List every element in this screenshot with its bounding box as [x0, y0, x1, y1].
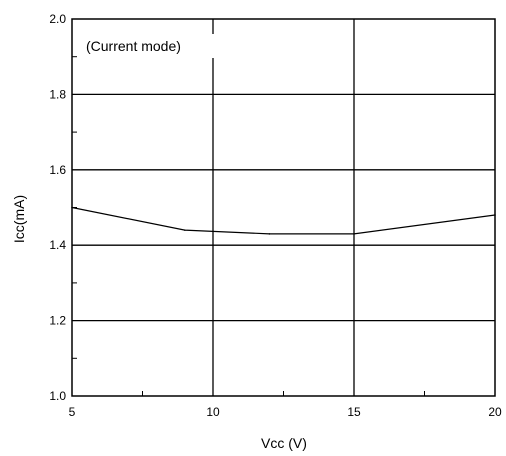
- data-point: [494, 214, 496, 216]
- x-tick-label: 15: [347, 405, 361, 419]
- x-tick-label: 10: [206, 405, 220, 419]
- data-point: [268, 233, 271, 235]
- annotation-background: [78, 34, 236, 58]
- x-tick-label: 20: [488, 405, 502, 419]
- data-point: [353, 233, 355, 235]
- y-tick-label: 1.4: [49, 238, 66, 252]
- x-tick-label: 5: [69, 405, 76, 419]
- y-axis-title: Icc(mA): [11, 195, 27, 243]
- series-points: [71, 206, 496, 235]
- annotation-text: (Current mode): [86, 38, 181, 54]
- x-axis-title: Vcc (V): [261, 435, 307, 451]
- x-tick-labels: 5 10 15 20: [69, 405, 502, 419]
- y-tick-label: 2.0: [49, 12, 66, 26]
- minor-ticks: [72, 56, 425, 396]
- y-tick-label: 1.2: [49, 314, 66, 328]
- data-point: [71, 206, 73, 209]
- y-tick-label: 1.6: [49, 163, 66, 177]
- grid: [72, 19, 495, 396]
- y-tick-label: 1.0: [49, 389, 66, 403]
- y-tick-labels: 1.0 1.2 1.4 1.6 1.8 2.0: [49, 12, 66, 403]
- data-point: [184, 229, 186, 231]
- series-line: [71, 206, 496, 235]
- plot-frame: [71, 18, 496, 397]
- y-tick-label: 1.8: [49, 87, 66, 101]
